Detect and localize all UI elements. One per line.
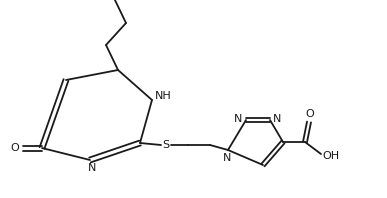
Text: O: O <box>10 143 19 153</box>
Text: N: N <box>88 163 96 173</box>
Text: N: N <box>234 114 242 124</box>
Text: O: O <box>306 109 314 119</box>
Text: S: S <box>163 140 170 150</box>
Text: N: N <box>273 114 281 124</box>
Text: N: N <box>223 153 231 163</box>
Text: NH: NH <box>155 91 171 101</box>
Text: OH: OH <box>322 151 339 161</box>
